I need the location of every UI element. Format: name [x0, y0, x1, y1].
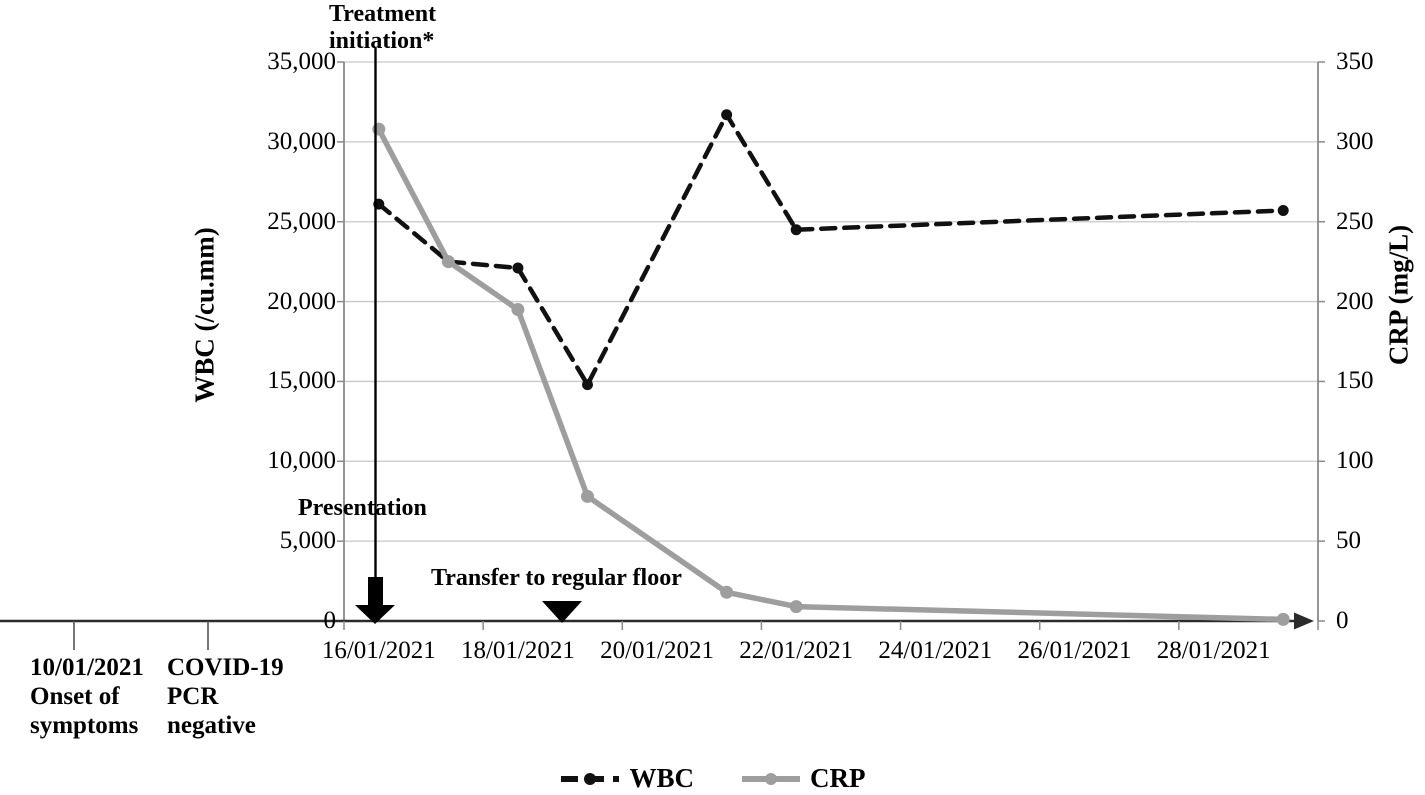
crp-data-point: [441, 255, 455, 269]
chart-legend: WBC CRP: [0, 763, 1425, 794]
wbc-data-point: [1277, 205, 1289, 217]
legend-item-wbc: WBC: [559, 763, 694, 794]
timeline-event-line: PCR: [167, 683, 219, 710]
x-axis-arrowhead-icon: [1294, 612, 1314, 630]
legend-label-wbc: WBC: [629, 763, 694, 793]
right-axis-tick-label: 200: [1336, 287, 1374, 315]
left-axis-tick-label: 10,000: [267, 447, 336, 475]
right-axis-title: CRP (mg/L): [1383, 224, 1414, 366]
right-axis-tick-label: 300: [1336, 127, 1374, 155]
left-axis-title: WBC (/cu.mm): [189, 227, 220, 403]
transfer-annotation: Transfer to regular floor: [431, 565, 682, 591]
crp-data-point: [720, 585, 734, 599]
transfer-triangle-icon: [542, 601, 582, 623]
timeline-event-line: Onset of: [30, 683, 120, 710]
left-axis-tick-label: 30,000: [267, 127, 336, 155]
x-axis-date-label: 24/01/2021: [878, 637, 993, 664]
crp-data-point: [581, 489, 594, 503]
crp-series-line: [376, 126, 1286, 623]
right-axis-tick-label: 50: [1336, 527, 1361, 555]
wbc-series-line: [376, 112, 1286, 387]
treatment-annotation-line: initiation*: [329, 28, 435, 54]
x-axis-date-label: 26/01/2021: [1017, 637, 1132, 664]
left-axis-tick-label: 20,000: [267, 287, 336, 315]
wbc-legend-line-icon: [561, 772, 620, 785]
crp-data-point: [1276, 612, 1290, 626]
x-axis-date-label: 28/01/2021: [1156, 637, 1271, 664]
legend-label-crp: CRP: [810, 763, 866, 793]
x-axis-date-label: 20/01/2021: [600, 637, 715, 664]
crp-data-point: [511, 303, 525, 317]
legend-item-crp: CRP: [740, 763, 866, 794]
right-axis-tick-label: 0: [1336, 607, 1349, 634]
treatment-initiation-annotation: Treatment initiation*: [329, 1, 436, 55]
crp-data-point: [789, 600, 803, 614]
left-axis-tick-label: 35,000: [267, 48, 336, 75]
wbc-data-point: [790, 224, 802, 236]
timeline-event-label: COVID-19 PCR negative: [167, 653, 284, 740]
x-axis-date-label: 16/01/2021: [321, 637, 436, 664]
presentation-arrowhead-icon: [355, 605, 395, 624]
presentation-annotation: Presentation: [298, 495, 427, 521]
treatment-annotation-line: Treatment: [329, 1, 437, 27]
wbc-data-point: [512, 262, 524, 274]
timeline-event-line: 10/01/2021: [30, 654, 144, 681]
crp-legend-line-icon: [742, 772, 800, 785]
x-axis-date-label: 22/01/2021: [739, 637, 854, 664]
left-axis-tick-label: 5,000: [279, 527, 336, 555]
timeline-event-line: negative: [167, 712, 256, 739]
timeline-event-line: COVID-19: [167, 654, 284, 681]
left-axis-tick-label: 15,000: [267, 367, 336, 395]
wbc-data-point: [582, 379, 593, 391]
right-axis-tick-label: 350: [1336, 48, 1374, 75]
left-axis-tick-label: 0: [323, 607, 337, 634]
right-axis-tick-label: 100: [1336, 447, 1374, 475]
presentation-arrow-icon: [368, 577, 383, 605]
timeline-event-label: 10/01/2021 Onset of symptoms: [30, 653, 144, 740]
right-axis-tick-label: 250: [1336, 207, 1374, 235]
x-axis-date-label: 18/01/2021: [460, 637, 575, 664]
right-axis-tick-label: 150: [1336, 367, 1374, 395]
crp-data-point: [372, 122, 386, 136]
wbc-data-point: [721, 109, 733, 121]
left-axis-tick-label: 25,000: [267, 207, 336, 235]
timeline-event-line: symptoms: [30, 712, 139, 739]
